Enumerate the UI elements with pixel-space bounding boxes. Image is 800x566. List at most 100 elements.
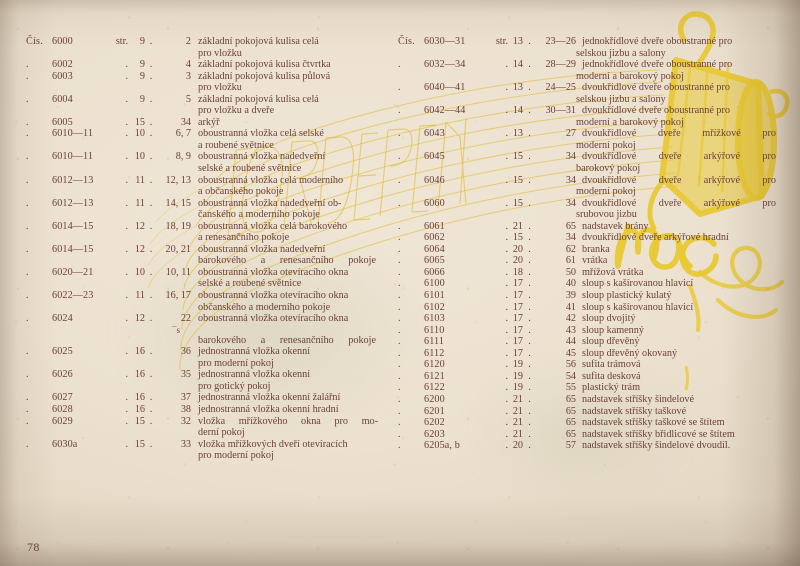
entry-number: 6100 xyxy=(424,278,445,290)
entry-description: sufita trámová xyxy=(582,359,641,371)
entry-figure: 65 xyxy=(565,405,576,417)
entry-number: 6026 xyxy=(52,369,73,381)
entry-number: 6060 xyxy=(424,197,445,209)
entry-prefix: . xyxy=(398,324,401,336)
entry-number: 6025 xyxy=(52,346,73,358)
entry-dot: . xyxy=(149,151,153,163)
entry-description: sloup dvojitý xyxy=(582,313,636,325)
entry-number: 6062 xyxy=(424,232,445,244)
entry-prefix: . xyxy=(26,438,29,450)
entry-number: 6103 xyxy=(424,313,445,325)
entry-dot: . xyxy=(149,290,153,302)
entry-figure: 50 xyxy=(565,266,576,278)
entry-prefix: . xyxy=(398,359,401,371)
entry-str-label: . xyxy=(505,370,508,382)
entry-dot: . xyxy=(528,347,531,359)
entry-page: 19 xyxy=(512,382,523,394)
entry-dot: . xyxy=(528,36,531,47)
entry-number: 6014—15 xyxy=(52,220,94,232)
entry-str-label: . xyxy=(505,428,508,440)
entry-str-label: . xyxy=(505,82,508,94)
entry-description-continuation: pro gotický pokoj xyxy=(198,380,271,392)
entry-str-label: . xyxy=(125,415,128,427)
entry-number: 6040—41 xyxy=(424,82,466,94)
entry-prefix: . xyxy=(398,220,401,232)
entry-number: 6120 xyxy=(424,359,445,371)
entry-dot: . xyxy=(528,105,531,117)
entry-description: oboustranná vložka celá selské xyxy=(198,128,324,140)
entry-description: jednostranná vložka okenní žalářní xyxy=(198,392,341,404)
entry-description: sloup s kašírovanou hlavicí xyxy=(582,301,694,313)
entry-dot: . xyxy=(149,116,153,128)
entry-dot: . xyxy=(149,128,153,140)
entry-number: 6066 xyxy=(424,266,445,278)
entry-page: 15 xyxy=(512,232,523,244)
entry-str-label: . xyxy=(505,313,508,325)
entry-figure: 34 xyxy=(565,151,576,163)
entry-description: oboustranná vložka otevíracího okna xyxy=(198,290,349,302)
entry-page: 11 xyxy=(135,197,145,209)
entry-dot: . xyxy=(149,266,153,278)
entry-dot: . xyxy=(528,128,531,140)
entry-prefix: . xyxy=(26,313,29,325)
catalog-entry: . 6040—41. 13. 24—25 dvoukřídlové dveře obou… xyxy=(398,82,776,94)
entry-str-label: . xyxy=(505,324,508,336)
catalog-entry: Čís. 6030—31 str. 13. 23—26 jednokřídlové dve… xyxy=(398,36,776,48)
catalog-entry: . 6010—11. 10. 6, 7 oboustranná vložka celá … xyxy=(26,128,378,140)
entry-page: 15 xyxy=(512,151,523,163)
entry-description: branka xyxy=(582,243,610,255)
entry-prefix: . xyxy=(398,105,401,117)
entry-dot: . xyxy=(149,313,153,325)
entry-prefix: . xyxy=(398,393,401,405)
entry-page: 20 xyxy=(512,243,523,255)
catalog-entry: . 6121. 19. 54 sufita desková xyxy=(398,371,776,383)
entry-dot: . xyxy=(149,392,153,404)
entry-page: 15 xyxy=(134,415,145,427)
entry-description-continuation: moderní a barokový pokoj xyxy=(576,116,684,128)
entry-page: 14 xyxy=(512,59,523,71)
entry-str-label: . xyxy=(125,369,128,381)
entry-prefix: . xyxy=(26,197,29,209)
entry-description: nadstavek brány xyxy=(582,220,649,232)
entry-description: arkýř xyxy=(198,116,220,128)
entry-figure: 65 xyxy=(565,220,576,232)
entry-page: 10 xyxy=(134,266,145,278)
entry-page: 15 xyxy=(134,438,145,450)
entry-figure: 43 xyxy=(565,324,576,336)
entry-description: jednostranná vložka okenní xyxy=(198,346,311,358)
catalog-entry: . 6014—15. 12. 18, 19 oboustranná vložka cel… xyxy=(26,221,378,233)
entry-prefix: . xyxy=(26,403,29,415)
entry-figure: 56 xyxy=(565,359,576,371)
entry-str-label: . xyxy=(125,70,128,82)
entry-number: 6004 xyxy=(52,93,73,105)
entry-page: 21 xyxy=(512,393,523,405)
entry-number: 6030a xyxy=(52,438,78,450)
catalog-entry: . 6066. 18. 50 mřížová vrátka xyxy=(398,267,776,279)
entry-figure: 44 xyxy=(565,336,576,348)
entry-figure: 35 xyxy=(180,369,191,381)
entry-description: dvoukřídlové dveře mřížkové pro xyxy=(582,128,776,140)
entry-prefix: . xyxy=(26,392,29,404)
entry-number: 6122 xyxy=(424,382,445,394)
entry-str-label: . xyxy=(505,105,508,117)
entry-figure: 16, 17 xyxy=(165,290,191,302)
entry-description: oboustranná vložka otevíracího okna xyxy=(198,266,349,278)
entry-page: 13 xyxy=(512,82,523,94)
entry-str-label: . xyxy=(125,151,128,163)
entry-figure: 5 xyxy=(185,93,191,105)
entry-description-continuation: derní pokoj xyxy=(198,427,245,439)
entry-page: 18 xyxy=(512,266,523,278)
entry-prefix: . xyxy=(398,301,401,313)
entry-description: základní pokojová kulisa půlová xyxy=(198,70,331,82)
entry-str-label: . xyxy=(125,59,128,71)
catalog-entry: . 6112. 17. 45 sloup dřevěný okovaný xyxy=(398,348,776,360)
entry-page: 12 xyxy=(134,313,145,325)
entry-number: 6028 xyxy=(52,403,73,415)
catalog-entry: . 6122. 19. 55 plastický trám xyxy=(398,382,776,394)
catalog-entry: . 6003. 9. 3 základní pokojová kulisa půlová xyxy=(26,71,378,83)
entry-description: jednostranná vložka okenní xyxy=(198,369,311,381)
entry-prefix: . xyxy=(26,116,29,128)
entry-prefix: . xyxy=(398,382,401,394)
entry-page: 14 xyxy=(512,105,523,117)
entry-page: 9 xyxy=(139,70,145,82)
